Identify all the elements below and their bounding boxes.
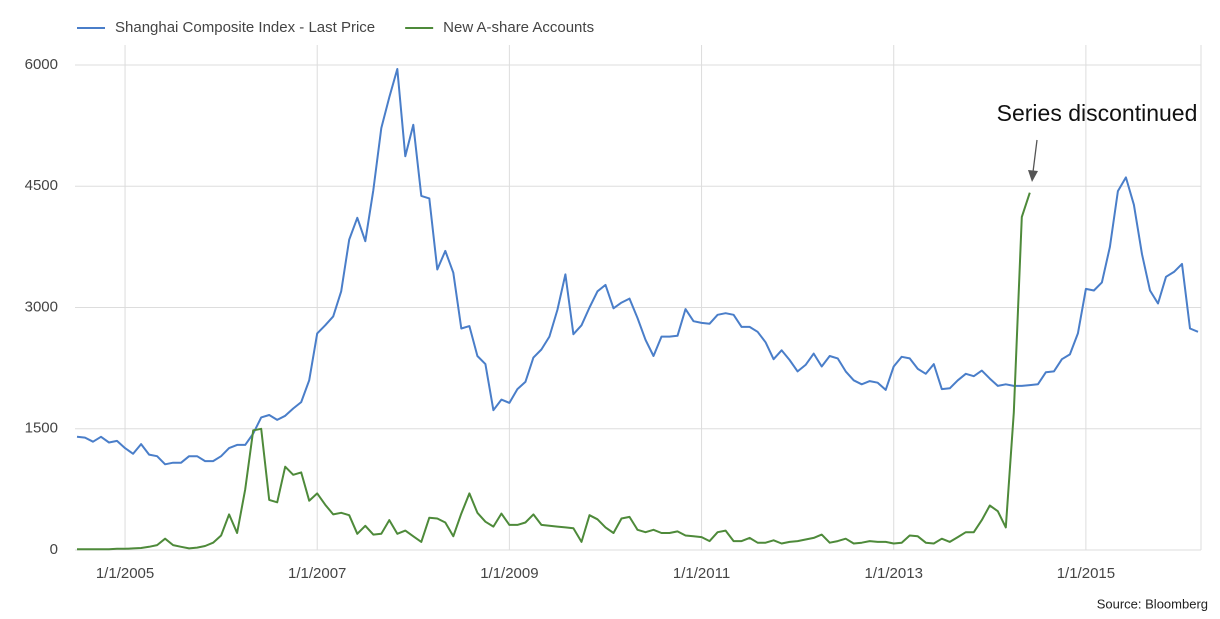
x-tick-label: 1/1/2013 xyxy=(865,565,923,582)
source: Source: Bloomberg xyxy=(1097,596,1208,611)
legend-label: Shanghai Composite Index - Last Price xyxy=(115,19,375,36)
y-tick-label: 1500 xyxy=(25,420,58,437)
annotation: Series discontinued xyxy=(997,100,1198,126)
arrow-head xyxy=(1028,170,1038,182)
x-tick-label: 1/1/2007 xyxy=(288,565,346,582)
legend-label: New A-share Accounts xyxy=(443,19,594,36)
x-tick-label: 1/1/2015 xyxy=(1057,565,1115,582)
x-tick-label: 1/1/2009 xyxy=(480,565,538,582)
series-line xyxy=(76,68,1199,466)
plot: 0 1500 3000 4500 6000 1/1/2005 1/1/2007 1/1/200… xyxy=(25,19,1202,582)
y-tick-label: 0 xyxy=(50,541,58,558)
y-tick-label: 4500 xyxy=(25,177,58,194)
annotation-arrow xyxy=(1032,139,1038,173)
y-tick-label: 3000 xyxy=(25,298,58,315)
x-tick-label: 1/1/2011 xyxy=(673,565,730,582)
x-tick-label: 1/1/2005 xyxy=(96,565,154,582)
series-line xyxy=(77,192,1031,551)
y-tick-label: 6000 xyxy=(25,56,58,73)
